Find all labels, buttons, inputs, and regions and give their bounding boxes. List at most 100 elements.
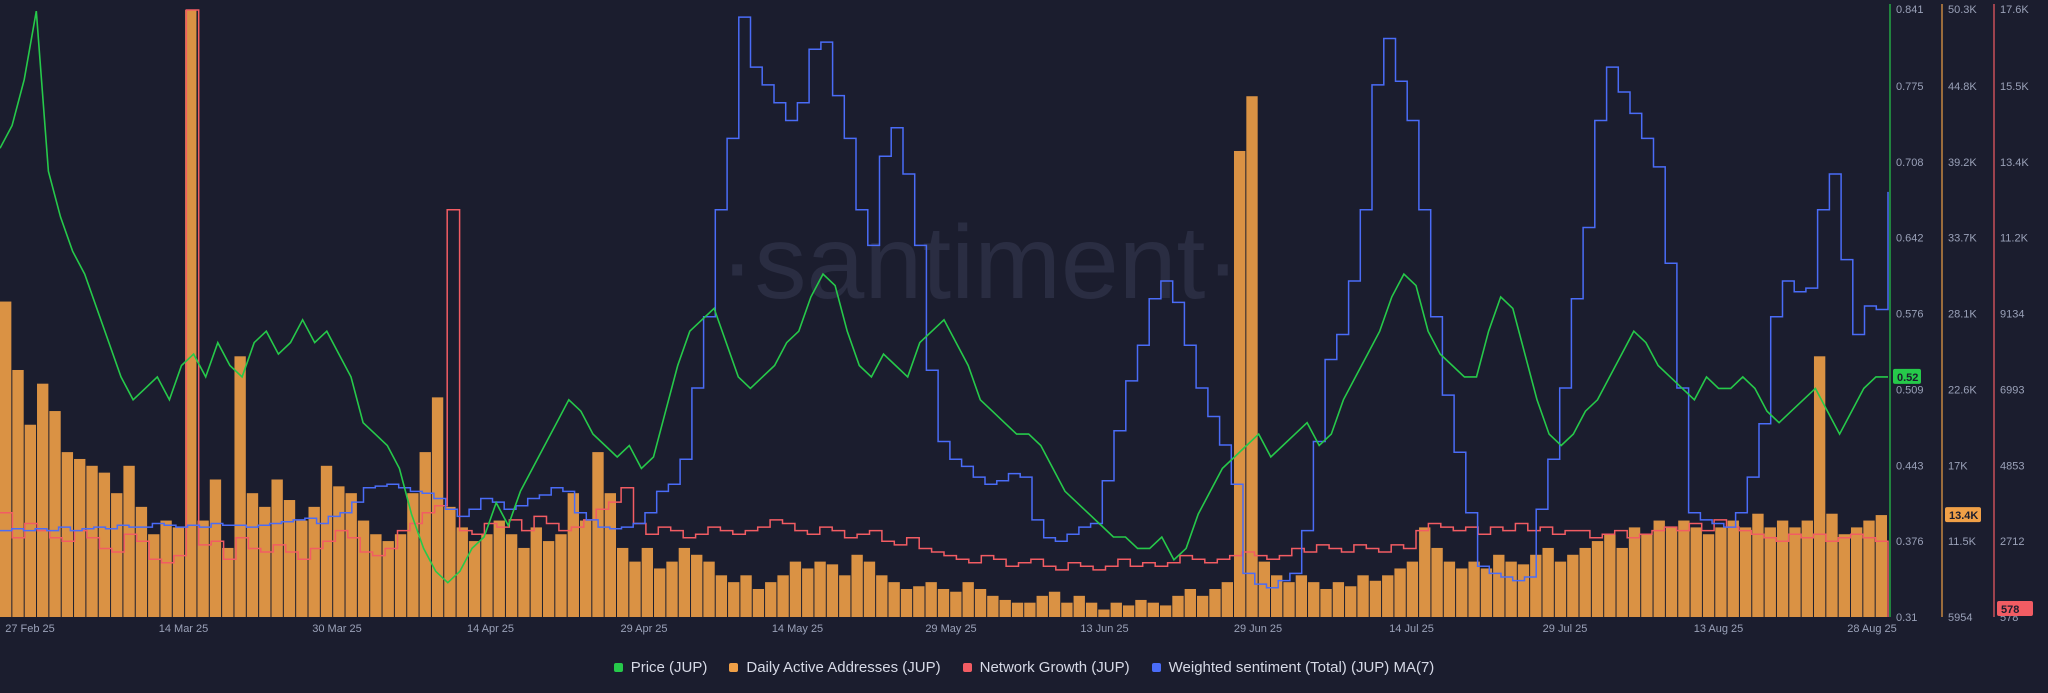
daa-bar (394, 534, 407, 617)
daa-bar (592, 452, 604, 617)
daa-bar (691, 554, 703, 617)
daa-bar (1369, 580, 1382, 617)
daa-bar (863, 561, 876, 617)
daa-bar (814, 561, 826, 617)
growth-tick-label: 6993 (2000, 384, 2024, 396)
daa-bar (1542, 547, 1554, 617)
daa-bar (518, 547, 530, 617)
daa-tick-label: 33.7K (1948, 233, 1977, 245)
x-tick-label: 29 Jul 25 (1543, 623, 1588, 635)
price-tick-label: 0.642 (1896, 233, 1924, 245)
daa-bar (505, 534, 518, 617)
daa-bar (1345, 586, 1357, 617)
daa-bar (876, 575, 888, 617)
x-tick-label: 14 Apr 25 (467, 623, 514, 635)
daa-bar (1073, 595, 1085, 617)
daa-bar (419, 452, 431, 617)
growth-tick-label: 9134 (2000, 309, 2024, 321)
daa-bar (616, 547, 629, 617)
daa-bar (271, 479, 283, 617)
daa-bar (209, 479, 222, 617)
daa-bar (1665, 527, 1678, 617)
growth-current-value: 578 (2001, 604, 2019, 616)
daa-bar (197, 520, 209, 617)
daa-bar (1628, 527, 1641, 617)
daa-bar (1653, 520, 1665, 617)
growth-tick-label: 13.4K (2000, 157, 2029, 169)
daa-bar (1320, 588, 1332, 617)
growth-tick-label: 2712 (2000, 536, 2024, 548)
daa-bar (37, 383, 49, 617)
x-tick-label: 14 May 25 (772, 623, 823, 635)
daa-bar (1406, 561, 1419, 617)
daa-bar (1838, 534, 1850, 617)
daa-bar (135, 506, 148, 617)
daa-bar (86, 465, 98, 617)
daa-bar (12, 369, 24, 617)
series-line-weighted (0, 16, 1889, 589)
price-tick-label: 0.509 (1896, 384, 1924, 396)
daa-bar (1764, 527, 1776, 617)
daa-bar (1776, 520, 1789, 617)
price-tick-label: 0.376 (1896, 536, 1924, 548)
daa-bar (431, 397, 444, 617)
daa-bar (1801, 520, 1813, 617)
daa-bar (456, 527, 468, 617)
price-tick-label: 0.841 (1896, 4, 1924, 16)
daa-bar (1258, 561, 1271, 617)
daa-tick-label: 28.1K (1948, 309, 1977, 321)
daa-bar (1332, 582, 1345, 617)
daa-bar (1135, 599, 1147, 617)
daa-bar (123, 465, 135, 617)
daa-bar (74, 458, 86, 617)
daa-bar (1048, 591, 1061, 617)
daa-bar (308, 506, 320, 617)
daa-bar (283, 500, 296, 617)
daa-bar (1295, 575, 1308, 617)
daa-bar (925, 582, 937, 617)
legend-swatch-sentiment (1151, 662, 1161, 672)
daa-bar (1554, 561, 1567, 617)
legend-weighted-sentiment[interactable]: Weighted sentiment (Total) (JUP) MA(7) (1151, 659, 1434, 676)
daa-bar (222, 547, 234, 617)
x-tick-label: 29 Jun 25 (1234, 623, 1282, 635)
daa-bar (579, 520, 592, 617)
daa-bar (1690, 527, 1702, 617)
legend-price[interactable]: Price (JUP) (613, 658, 708, 676)
legend-daily-active-addresses[interactable]: Daily Active Addresses (JUP) (729, 659, 941, 676)
daa-bar (61, 452, 74, 617)
daa-bar (296, 520, 308, 617)
daa-bar (1011, 602, 1024, 617)
daa-bar (160, 520, 172, 617)
daa-bar (1221, 582, 1233, 617)
daa-bar (1196, 595, 1209, 617)
daa-bar (1789, 527, 1801, 617)
daa-bar (950, 591, 962, 617)
daa-tick-label: 5954 (1948, 612, 1972, 624)
legend-swatch-growth (962, 662, 972, 672)
growth-tick-label: 17.6K (2000, 4, 2029, 16)
daa-bar (1739, 527, 1752, 617)
daa-bar (444, 506, 456, 617)
price-tick-label: 0.708 (1896, 157, 1924, 169)
daa-bar (913, 586, 925, 617)
daa-bar (1752, 513, 1764, 617)
x-tick-label: 30 Mar 25 (312, 623, 362, 635)
legend-label-price: Price (JUP) (630, 658, 708, 676)
daa-bar (333, 486, 345, 617)
daa-bar (1431, 547, 1443, 617)
daa-bar (259, 506, 271, 617)
daa-bar (1530, 554, 1542, 617)
daa-bar (345, 493, 357, 617)
daa-bar (542, 541, 555, 617)
daa-bar (604, 493, 616, 617)
daa-bar (1443, 561, 1456, 617)
daa-bar (1036, 595, 1048, 617)
daa-bar (1863, 520, 1875, 617)
legend-label-growth: Network Growth (JUP) (979, 658, 1130, 676)
price-current-badge (1893, 368, 1921, 384)
x-tick-label: 13 Aug 25 (1694, 623, 1744, 635)
daa-bar (666, 561, 678, 617)
legend-network-growth[interactable]: Network Growth (JUP) (962, 658, 1130, 676)
